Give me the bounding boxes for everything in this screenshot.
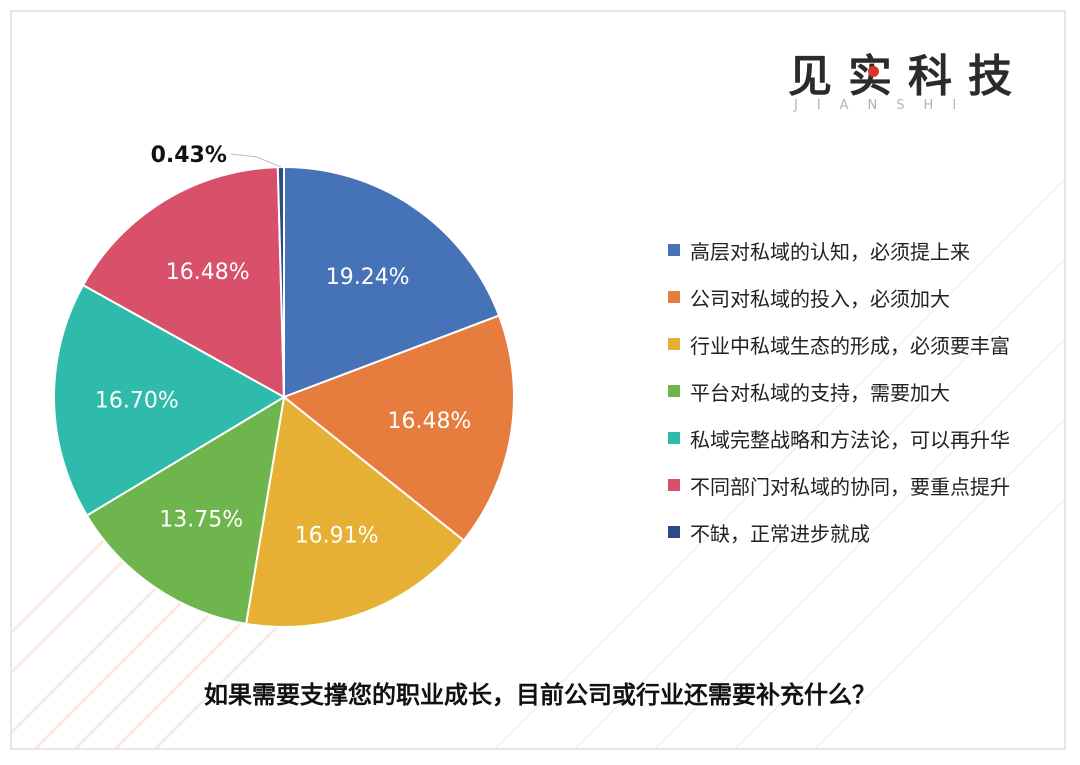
legend-item-3: 平台对私域的支持，需要加大 bbox=[668, 379, 950, 405]
pie-slice-1 bbox=[282, 314, 515, 542]
legend-label-4: 私域完整战略和方法论，可以再升华 bbox=[690, 427, 1010, 452]
legend-swatch-5 bbox=[668, 479, 680, 491]
legend-label-5: 不同部门对私域的协同，要重点提升 bbox=[690, 474, 1010, 499]
pie-slice-3 bbox=[85, 395, 286, 626]
logo-sub-text: JIANSHI bbox=[794, 98, 976, 113]
logo-red-dot bbox=[868, 66, 879, 77]
pie-label-2: 16.91% bbox=[295, 523, 379, 548]
legend-item-0: 高层对私域的认知，必须提上来 bbox=[668, 238, 970, 264]
legend-swatch-4 bbox=[668, 432, 680, 444]
legend-label-2: 行业中私域生态的形成，必须要丰富 bbox=[690, 333, 1010, 358]
survey-question: 如果需要支撑您的职业成长，目前公司或行业还需要补充什么？ bbox=[204, 681, 876, 709]
background-stripes bbox=[12, 178, 1064, 748]
legend-item-6: 不缺，正常进步就成 bbox=[668, 520, 870, 546]
legend-swatch-0 bbox=[668, 244, 680, 256]
logo-main-text: 见实科技 bbox=[788, 51, 1028, 102]
legend-item-1: 公司对私域的投入，必须加大 bbox=[668, 285, 950, 311]
pie-label-5: 16.48% bbox=[166, 260, 250, 285]
pie-label-0: 19.24% bbox=[326, 265, 410, 290]
pie-slice-4 bbox=[53, 283, 286, 517]
legend-item-5: 不同部门对私域的协同，要重点提升 bbox=[668, 473, 1010, 499]
jianshi-logo: 见实科技 JIANSHI bbox=[788, 52, 1028, 122]
pie-slice-5 bbox=[81, 166, 286, 399]
legend-swatch-6 bbox=[668, 526, 680, 538]
pie-label-4: 16.70% bbox=[95, 388, 179, 413]
legend-label-0: 高层对私域的认知，必须提上来 bbox=[690, 239, 970, 264]
leader-line-6 bbox=[230, 153, 282, 168]
legend-label-1: 公司对私域的投入，必须加大 bbox=[690, 286, 950, 311]
legend-swatch-2 bbox=[668, 338, 680, 350]
legend-label-6: 不缺，正常进步就成 bbox=[690, 521, 870, 546]
legend-swatch-1 bbox=[668, 291, 680, 303]
legend-label-3: 平台对私域的支持，需要加大 bbox=[690, 380, 950, 405]
legend-item-2: 行业中私域生态的形成，必须要丰富 bbox=[668, 332, 1010, 358]
legend-swatch-3 bbox=[668, 385, 680, 397]
pie-slice-0 bbox=[283, 165, 501, 399]
pie-label-6: 0.43% bbox=[151, 143, 227, 168]
legend-item-4: 私域完整战略和方法论，可以再升华 bbox=[668, 426, 1010, 452]
pie-label-1: 16.48% bbox=[387, 409, 471, 434]
pie-label-3: 13.75% bbox=[159, 508, 243, 533]
pie-slice-2 bbox=[244, 395, 466, 628]
